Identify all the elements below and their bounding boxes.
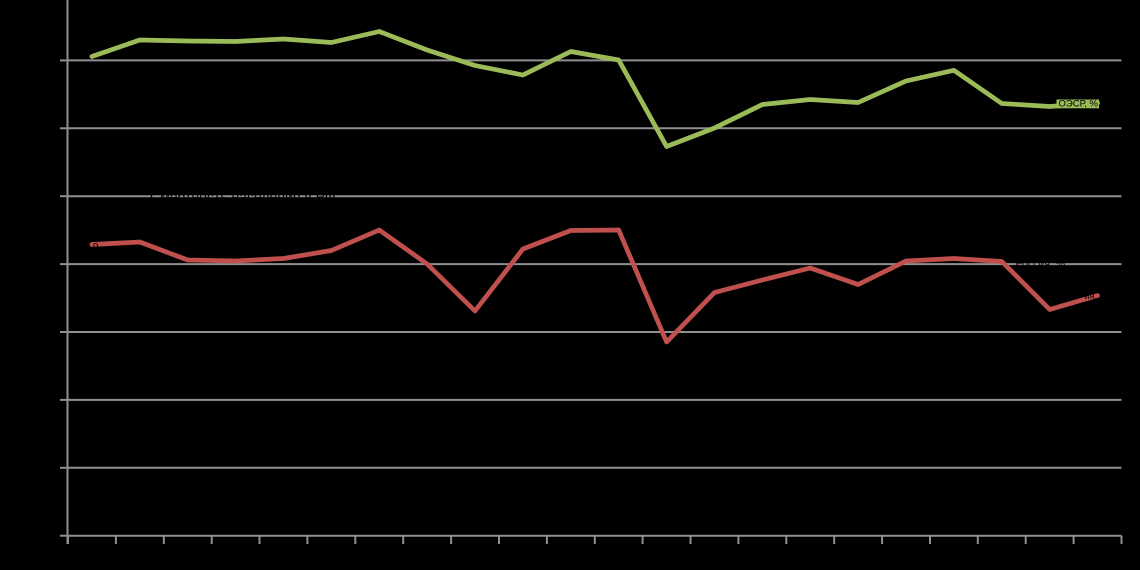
svg-text:ОЭСР, %: ОЭСР, % (1059, 99, 1099, 110)
svg-text:Смертность населения в РФ: Смертность населения в РФ (150, 189, 336, 205)
svg-text:ия.: ия. (1085, 291, 1097, 301)
svg-text:4,9: 4,9 (84, 241, 99, 253)
svg-text:Россия, %: Россия, % (1016, 258, 1066, 270)
